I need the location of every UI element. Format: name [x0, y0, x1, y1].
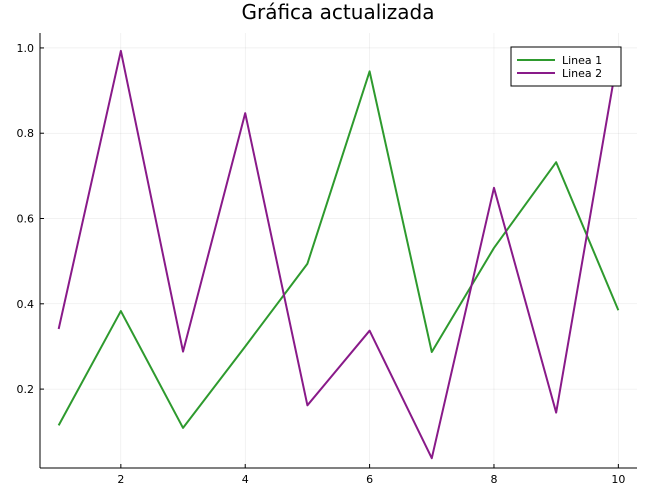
chart-title: Gráfica actualizada [241, 0, 434, 24]
y-tick-label: 0.6 [17, 213, 35, 226]
grid [40, 33, 637, 468]
axes [39, 33, 637, 469]
y-tick-label: 1.0 [17, 42, 35, 55]
x-tick-label: 10 [611, 473, 625, 486]
tick-labels: 2 4 6 8 10 0.2 0.4 0.6 0.8 1.0 [17, 42, 626, 486]
x-tick-label: 4 [242, 473, 249, 486]
y-tick-label: 0.2 [17, 383, 35, 396]
x-tick-label: 8 [490, 473, 497, 486]
legend-label: Linea 2 [562, 67, 602, 80]
y-tick-label: 0.8 [17, 127, 35, 140]
series-layer [57, 49, 620, 460]
series-line-1 [57, 70, 620, 429]
legend-box [510, 46, 622, 87]
x-tick-label: 2 [117, 473, 124, 486]
y-tick-label: 0.4 [17, 298, 35, 311]
x-tick-label: 6 [366, 473, 373, 486]
legend-label: Linea 1 [562, 54, 602, 67]
series-line-2 [57, 49, 620, 460]
